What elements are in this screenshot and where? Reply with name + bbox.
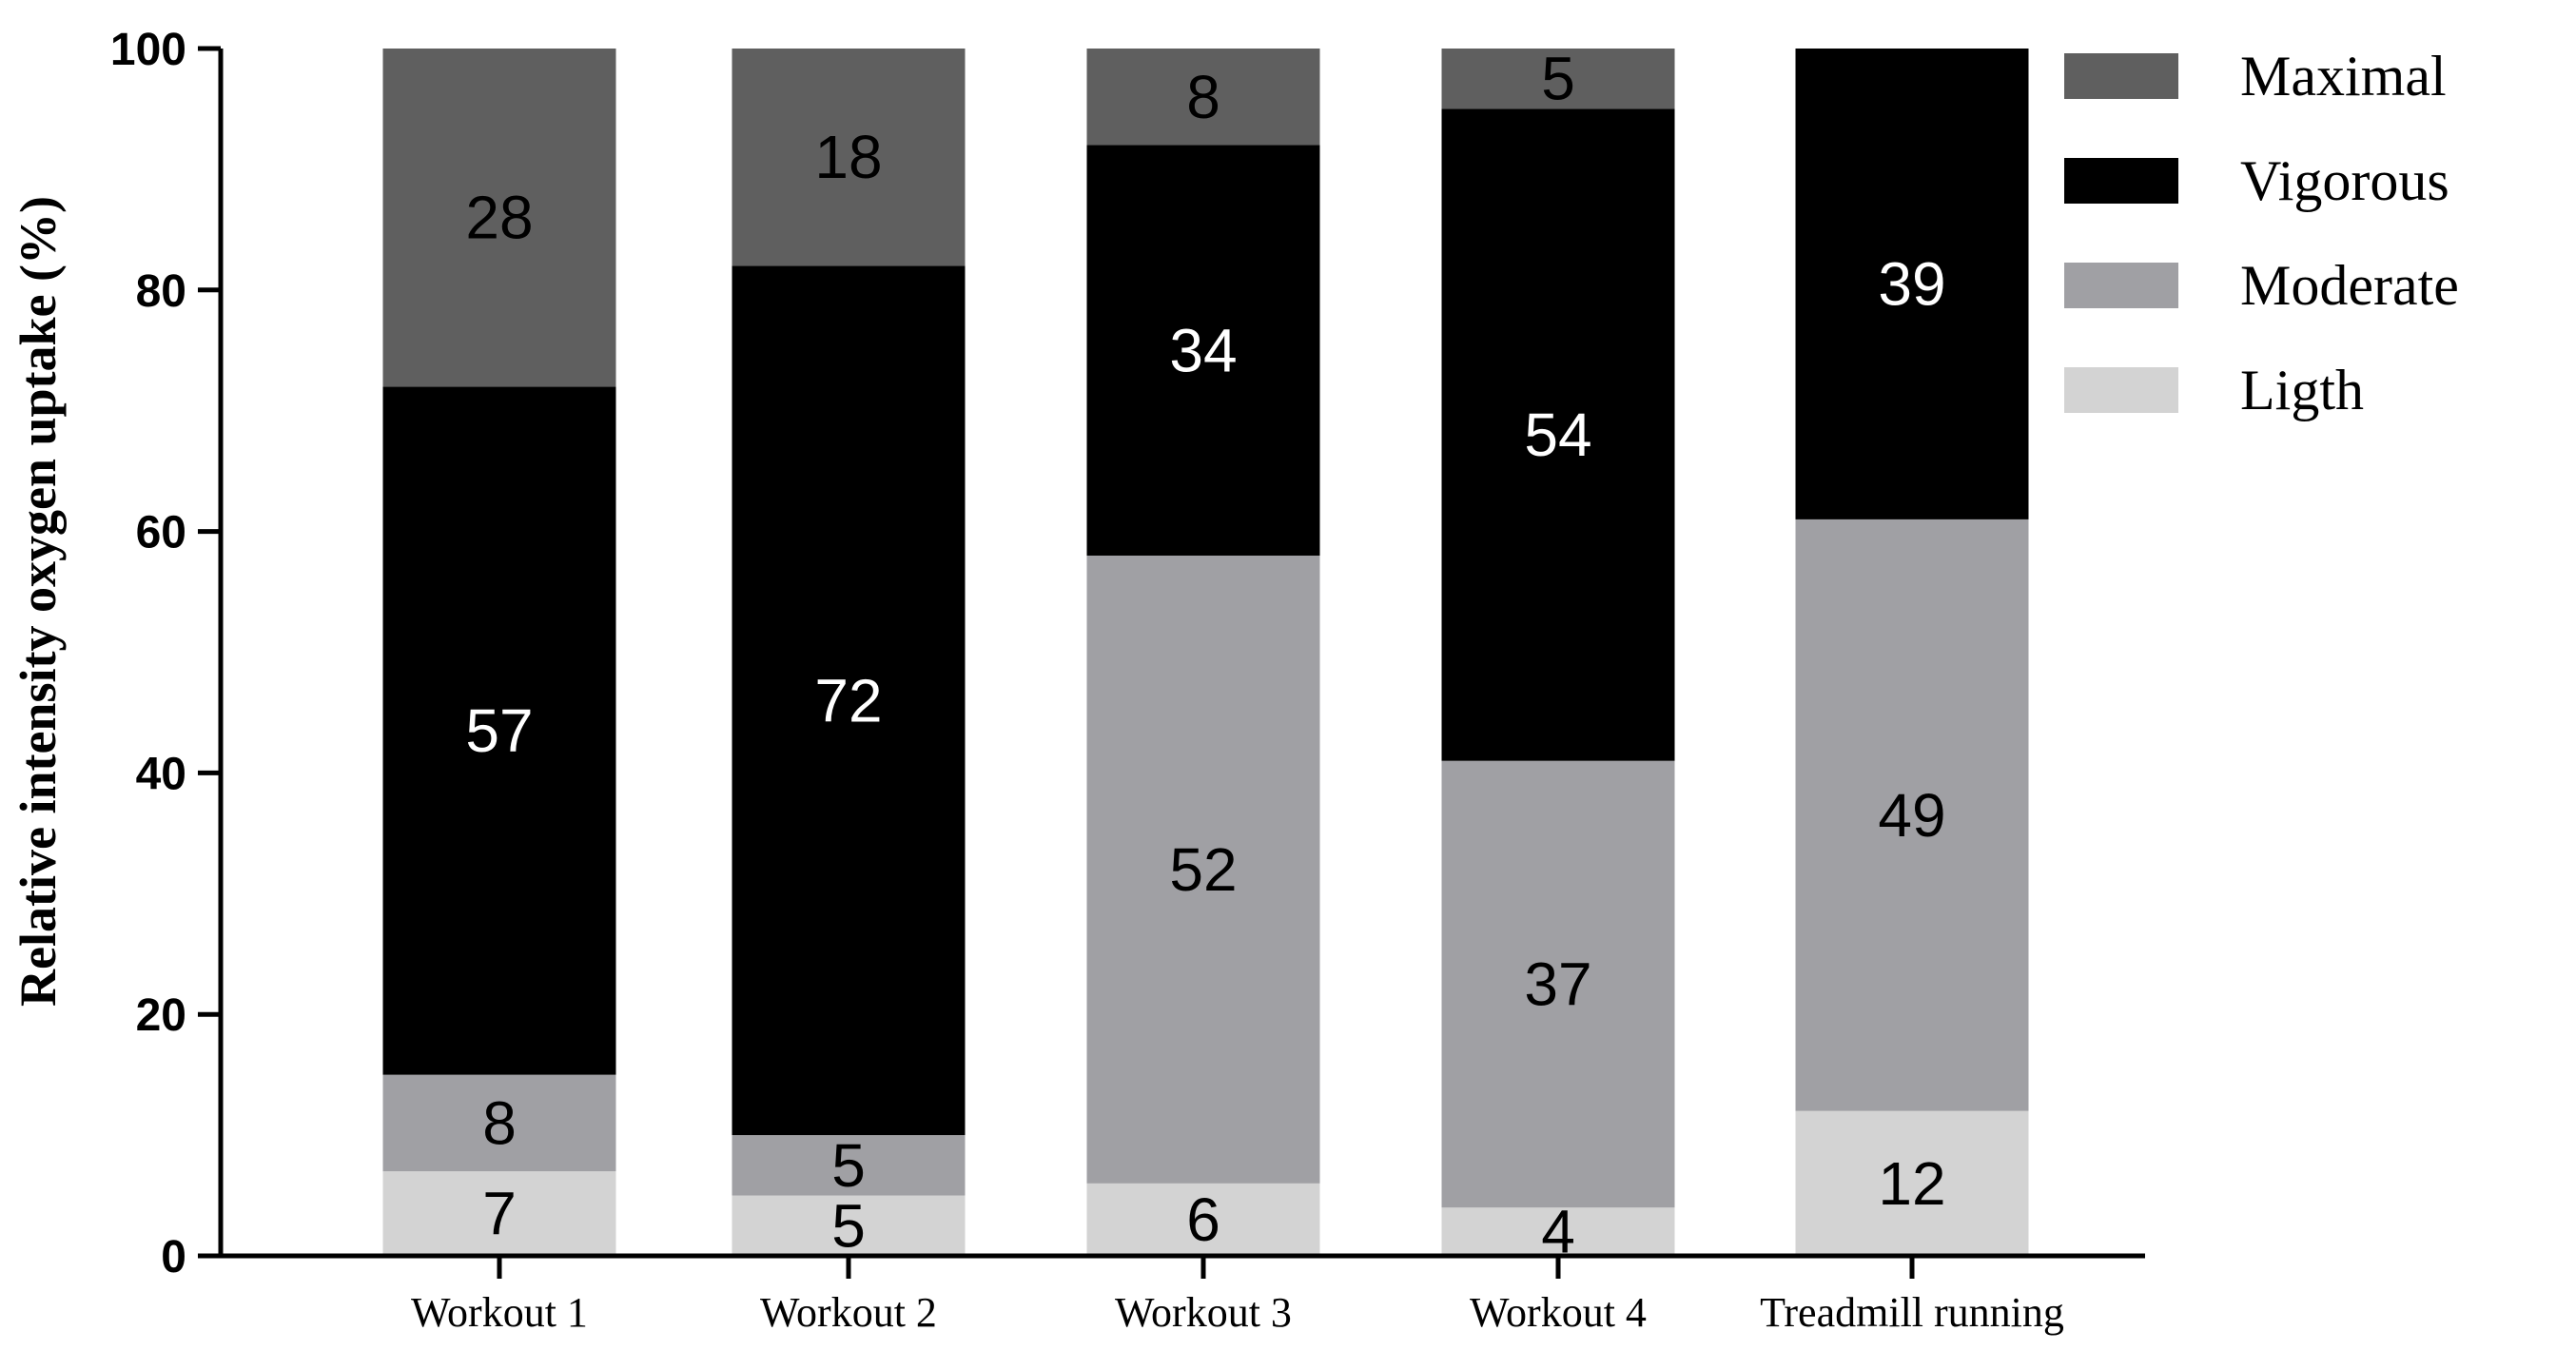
bar-segment-ligth — [1086, 1183, 1320, 1256]
data-label-moderate: 37 — [1524, 950, 1591, 1018]
bar-segment-moderate — [1795, 519, 2029, 1111]
data-label-ligth: 12 — [1878, 1149, 1945, 1218]
bar-segment-vigorous — [1441, 108, 1675, 761]
data-label-vigorous: 54 — [1524, 401, 1591, 469]
y-tick-label: 0 — [161, 1232, 186, 1282]
y-tick-label: 40 — [136, 749, 186, 799]
bar-segment-moderate — [1086, 555, 1320, 1184]
y-tick-label: 20 — [136, 990, 186, 1041]
legend-swatch-vigorous — [2064, 158, 2178, 204]
legend-label-moderate: Moderate — [2240, 254, 2459, 317]
data-label-vigorous: 72 — [814, 666, 882, 734]
bar-segment-maximal — [732, 49, 966, 266]
bar-segment-moderate — [382, 1074, 616, 1172]
data-label-vigorous: 57 — [465, 696, 533, 765]
data-label-moderate: 49 — [1878, 781, 1945, 850]
y-tick-label: 100 — [110, 25, 186, 75]
legend-label-maximal: Maximal — [2240, 45, 2447, 108]
bar-segment-maximal — [1086, 49, 1320, 146]
x-tick-label: Workout 2 — [760, 1289, 937, 1336]
data-label-moderate: 52 — [1169, 835, 1237, 904]
y-tick-label: 80 — [136, 266, 186, 317]
bar-segment-ligth — [1795, 1110, 2029, 1256]
x-tick-label: Workout 3 — [1115, 1289, 1292, 1336]
data-label-maximal: 18 — [814, 123, 882, 191]
data-label-vigorous: 39 — [1878, 249, 1945, 318]
data-label-maximal: 28 — [465, 184, 533, 252]
data-label-vigorous: 34 — [1169, 316, 1237, 384]
legend-label-ligth: Ligth — [2240, 359, 2364, 421]
x-tick-label: Treadmill running — [1760, 1289, 2064, 1336]
legend: Maximal Vigorous Moderate Ligth — [2064, 45, 2459, 421]
bar-segment-ligth — [732, 1195, 966, 1256]
legend-swatch-ligth — [2064, 367, 2178, 413]
bar-segment-moderate — [1441, 760, 1675, 1208]
data-label-moderate: 8 — [482, 1088, 517, 1157]
data-label-ligth: 6 — [1186, 1185, 1220, 1254]
data-label-ligth: 5 — [831, 1191, 866, 1260]
bar-segment-vigorous — [732, 265, 966, 1136]
x-tick-label: Workout 4 — [1470, 1289, 1647, 1336]
bar-segment-vigorous — [1795, 49, 2029, 519]
data-label-maximal: 5 — [1541, 45, 1575, 113]
data-label-ligth: 7 — [482, 1180, 517, 1248]
y-tick-label: 60 — [136, 508, 186, 558]
legend-swatch-maximal — [2064, 53, 2178, 99]
bar-segment-maximal — [382, 49, 616, 387]
axes-group: 0 20 40 60 80 100 Workout 1 Workout 2 Workout 3 W… — [110, 25, 2145, 1336]
bar-segment-ligth — [382, 1171, 616, 1256]
bar-segment-moderate — [732, 1135, 966, 1196]
bar-segment-vigorous — [1086, 145, 1320, 556]
bar-segment-vigorous — [382, 386, 616, 1075]
legend-label-vigorous: Vigorous — [2240, 149, 2449, 212]
legend-swatch-moderate — [2064, 263, 2178, 308]
y-axis-label: Relative intensity oxygen uptake (%) — [10, 196, 67, 1007]
bar-segment-maximal — [1441, 49, 1675, 109]
data-label-moderate: 5 — [831, 1131, 866, 1200]
data-label-maximal: 8 — [1186, 63, 1220, 131]
x-tick-label: Workout 1 — [411, 1289, 588, 1336]
bar-segment-ligth — [1441, 1207, 1675, 1256]
